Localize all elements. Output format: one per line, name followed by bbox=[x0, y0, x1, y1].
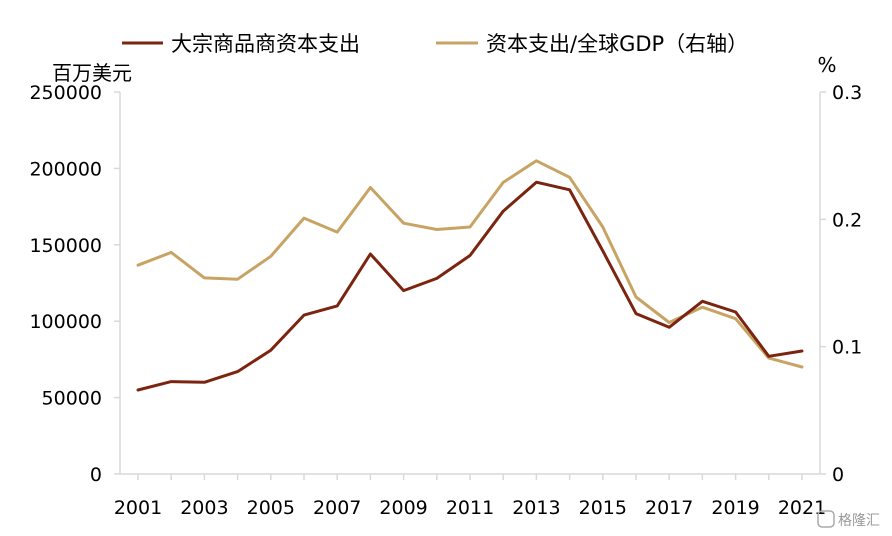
right-y-tick-label: 0.1 bbox=[832, 337, 862, 359]
left-y-tick-label: 0 bbox=[90, 464, 102, 486]
left-y-tick-label: 100000 bbox=[29, 311, 102, 333]
x-tick-label: 2013 bbox=[512, 497, 560, 519]
x-tick-label: 2001 bbox=[114, 497, 162, 519]
left-axis-unit-label: 百万美元 bbox=[52, 61, 132, 85]
series-line-1 bbox=[136, 180, 804, 392]
watermark: 格隆汇 bbox=[817, 510, 880, 529]
right-y-tick-label: 0 bbox=[832, 464, 844, 486]
chart-axes bbox=[114, 91, 826, 480]
left-y-tick-label: 250000 bbox=[29, 82, 102, 104]
x-tick-label: 2003 bbox=[180, 497, 228, 519]
left-y-tick-label: 150000 bbox=[29, 235, 102, 257]
left-y-tick-label: 200000 bbox=[29, 158, 102, 180]
x-tick-label: 2005 bbox=[247, 497, 295, 519]
chart-tick-labels: 0 50000 100000 150000 200000 250000 0 0.1 0.2 0.3… bbox=[29, 82, 862, 519]
watermark-logo-icon bbox=[817, 510, 835, 528]
x-tick-label: 2007 bbox=[313, 497, 361, 519]
x-tick-label: 2015 bbox=[579, 497, 627, 519]
right-y-tick-label: 0.2 bbox=[832, 209, 862, 231]
chart-legend: 大宗商品商资本支出 资本支出/全球GDP（右轴） bbox=[122, 32, 748, 56]
chart-series-lines bbox=[136, 159, 804, 392]
right-y-tick-label: 0.3 bbox=[832, 82, 862, 104]
series-line-2 bbox=[136, 159, 804, 369]
x-tick-label: 2011 bbox=[446, 497, 494, 519]
x-tick-label: 2019 bbox=[711, 497, 759, 519]
x-tick-label: 2009 bbox=[379, 497, 427, 519]
legend-label-series-1: 大宗商品商资本支出 bbox=[171, 32, 360, 56]
x-tick-label: 2021 bbox=[778, 497, 826, 519]
right-axis-unit-label: % bbox=[817, 53, 836, 77]
x-tick-label: 2017 bbox=[645, 497, 693, 519]
legend-label-series-2: 资本支出/全球GDP（右轴） bbox=[486, 32, 748, 56]
watermark-text: 格隆汇 bbox=[838, 513, 880, 529]
left-y-tick-label: 50000 bbox=[42, 388, 102, 410]
